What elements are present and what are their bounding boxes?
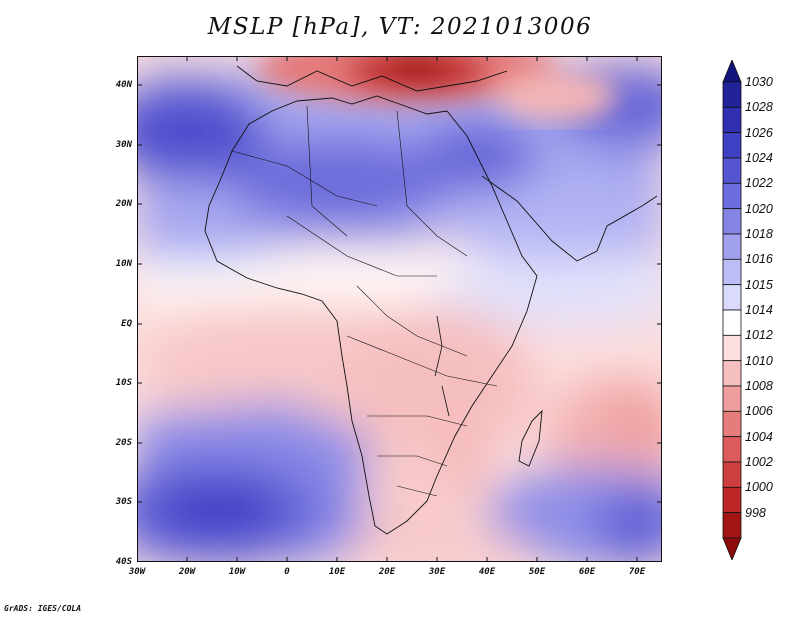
colorbar-box xyxy=(722,233,742,260)
colorbar-box xyxy=(722,512,742,539)
colorbar-label: 1015 xyxy=(745,277,773,292)
lat-label-30s: 30S xyxy=(115,497,132,507)
mslp-map xyxy=(137,56,662,562)
lon-label-0: 0 xyxy=(284,567,290,577)
lat-label-eq: EQ xyxy=(121,319,132,329)
africa-coastline xyxy=(204,95,538,535)
colorbar-label: 1014 xyxy=(745,303,773,317)
colorbar-box xyxy=(722,334,742,362)
lon-label-10e: 10E xyxy=(328,567,346,577)
colorbar-box xyxy=(722,132,742,159)
colorbar-box xyxy=(722,106,742,134)
pressure-field xyxy=(137,66,662,562)
colorbar-box xyxy=(722,410,742,438)
colorbar-box xyxy=(722,208,742,235)
colorbar-box xyxy=(722,461,742,488)
colorbar-box xyxy=(722,157,742,184)
colorbar-box xyxy=(722,309,742,336)
colorbar-label: 1020 xyxy=(745,201,773,216)
colorbar-label: 1006 xyxy=(745,404,773,419)
colorbar-boxes xyxy=(722,60,742,560)
lon-ticks xyxy=(186,56,638,562)
arabia-coastline xyxy=(481,175,658,262)
coastlines xyxy=(204,65,658,535)
lat-label-20s: 20S xyxy=(115,438,132,448)
lon-label-60e: 60E xyxy=(578,567,596,577)
colorbar-label: 1010 xyxy=(745,353,773,368)
europe-coastline xyxy=(236,65,508,92)
colorbar-label: 1016 xyxy=(745,252,773,267)
colorbar-bottom-triangle xyxy=(722,537,742,560)
colorbar-label: 1026 xyxy=(745,125,773,140)
lon-label-30w: 30W xyxy=(128,567,146,577)
map-title: MSLP [hPa], VT: 2021013006 xyxy=(207,14,593,40)
colorbar-label: 1018 xyxy=(745,227,773,241)
colorbar-label: 1024 xyxy=(745,151,773,165)
colorbar-box xyxy=(722,385,742,412)
colorbar xyxy=(722,60,742,560)
colorbar-label: 1022 xyxy=(745,176,773,191)
colorbar-label: 1012 xyxy=(745,328,773,343)
lon-label-10w: 10W xyxy=(228,567,246,577)
colorbar-label: 1030 xyxy=(745,75,773,89)
colorbar-top-triangle xyxy=(722,60,742,83)
colorbar-box xyxy=(722,360,742,387)
great-lakes xyxy=(434,315,450,417)
colorbar-label: 1004 xyxy=(745,429,773,444)
colorbar-label: 998 xyxy=(745,505,766,520)
lat-label-10n: 10N xyxy=(115,259,132,269)
lon-label-20w: 20W xyxy=(178,567,196,577)
lon-label-70e: 70E xyxy=(628,567,646,577)
lon-label-50e: 50E xyxy=(528,567,546,577)
colorbar-box xyxy=(722,486,742,514)
map-panel xyxy=(137,56,662,562)
lat-label-20n: 20N xyxy=(115,199,132,209)
lon-label-20e: 20E xyxy=(378,567,396,577)
colorbar-label: 1008 xyxy=(745,379,773,393)
lat-label-40n: 40N xyxy=(115,80,132,90)
madagascar-coastline xyxy=(518,409,543,467)
lat-label-30n: 30N xyxy=(115,140,132,150)
lon-label-40e: 40E xyxy=(478,567,496,577)
colorbar-box xyxy=(722,436,742,463)
colorbar-label: 1002 xyxy=(745,455,773,469)
colorbar-box xyxy=(722,284,742,311)
colorbar-label: 1000 xyxy=(745,480,773,495)
colorbar-label: 1028 xyxy=(745,100,773,115)
colorbar-box xyxy=(722,258,742,286)
lat-label-10s: 10S xyxy=(115,378,132,388)
colorbar-box xyxy=(722,182,742,210)
lon-label-30e: 30E xyxy=(428,567,446,577)
lat-ticks xyxy=(137,84,662,503)
grads-credit: GrADS: IGES/COLA xyxy=(4,604,82,613)
colorbar-box xyxy=(722,81,742,108)
lat-label-40s: 40S xyxy=(115,557,132,567)
country-borders xyxy=(231,105,498,497)
map-border xyxy=(137,56,662,562)
